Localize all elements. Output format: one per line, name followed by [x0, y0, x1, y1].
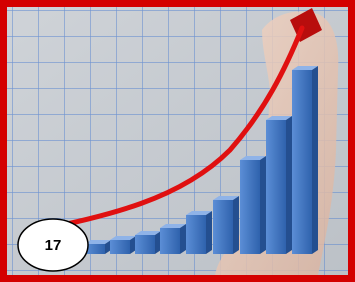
bar [110, 236, 136, 254]
bar [135, 231, 161, 254]
bar [85, 240, 111, 254]
bar [186, 211, 212, 254]
bar [160, 224, 186, 254]
badge: 17 [18, 219, 88, 271]
badge-label: 17 [45, 237, 62, 254]
bar [240, 156, 266, 254]
bar [292, 66, 318, 254]
bar [266, 116, 292, 254]
bar [213, 196, 239, 254]
image: 17 [0, 0, 355, 282]
